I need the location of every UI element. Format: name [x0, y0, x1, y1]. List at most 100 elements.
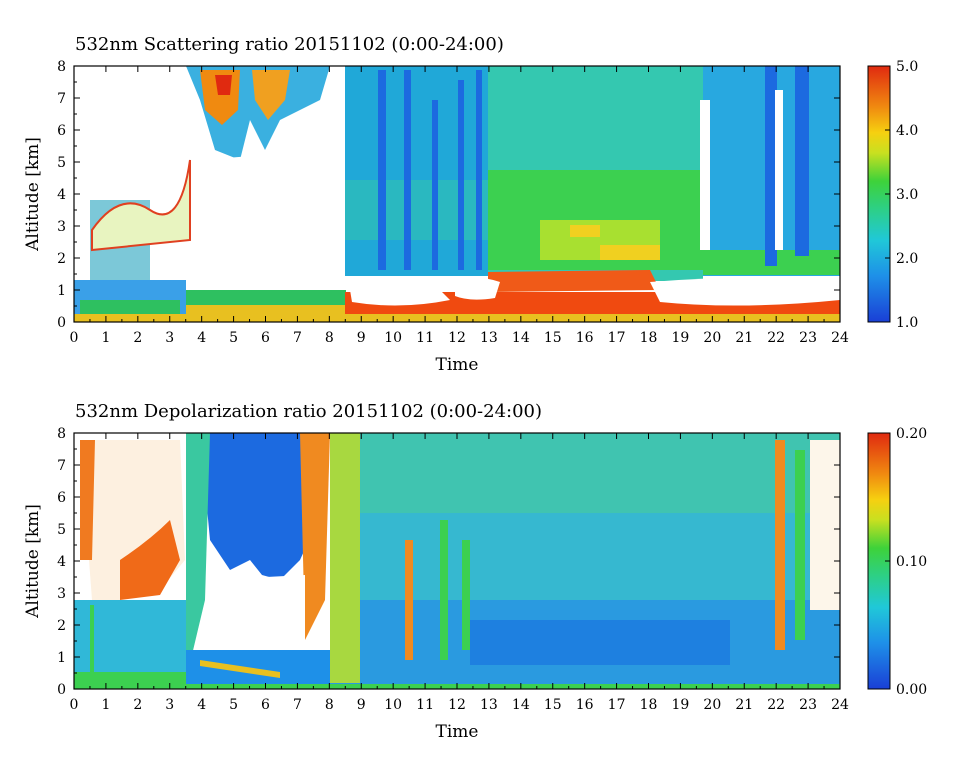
- y-tick-label: 4: [57, 554, 66, 570]
- heatmap-region: [200, 433, 320, 580]
- x-tick-label: 1: [101, 697, 110, 713]
- x-tick-label: 22: [767, 330, 785, 346]
- colorbar-tick-label: 2.0: [896, 251, 918, 267]
- scattering-title: 532nm Scattering ratio 20151102 (0:00-24…: [75, 34, 504, 55]
- scattering-x-axis: 0 1 2 3 4 5 6 7 8 9 10 11 12 13 14 15 16 17 18 19 20 21 22 23 24: [70, 66, 849, 346]
- x-tick-label: 5: [229, 330, 238, 346]
- x-tick-label: 10: [384, 697, 402, 713]
- x-tick-label: 24: [831, 330, 849, 346]
- heatmap-region: [91, 159, 191, 252]
- x-tick-label: 7: [293, 330, 302, 346]
- x-tick-label: 12: [448, 697, 466, 713]
- heatmap-region: [200, 660, 280, 678]
- colorbar-tick-label: 3.0: [896, 187, 918, 203]
- heatmap-region: [345, 66, 490, 276]
- colorbar-tick-label: 5.0: [896, 59, 918, 75]
- x-tick-label: 20: [703, 330, 721, 346]
- x-tick-label: 8: [325, 330, 334, 346]
- scattering-colorbar: 1.0 2.0 3.0 4.0 5.0: [867, 59, 918, 331]
- heatmap-gap: [650, 277, 840, 306]
- heatmap-region: [470, 620, 730, 665]
- heatmap-region: [300, 433, 330, 640]
- heatmap-gap: [210, 575, 305, 660]
- heatmap-gap: [810, 440, 840, 610]
- heatmap-gap: [700, 100, 710, 250]
- x-tick-label: 15: [544, 330, 562, 346]
- heatmap-region: [330, 433, 360, 683]
- heatmap-region: [404, 70, 411, 270]
- x-tick-label: 13: [480, 330, 498, 346]
- heatmap-region: [378, 70, 386, 270]
- x-tick-label: 2: [133, 697, 142, 713]
- heatmap-gap: [350, 285, 450, 306]
- y-tick-label: 3: [57, 219, 66, 235]
- heatmap-region: [570, 225, 600, 237]
- x-tick-label: 19: [672, 697, 690, 713]
- y-tick-label: 8: [57, 59, 66, 75]
- heatmap-region: [462, 540, 470, 650]
- heatmap-region: [215, 75, 232, 95]
- x-tick-label: 11: [416, 697, 434, 713]
- colorbar-ticks: 0.00 0.10 0.20: [885, 426, 927, 698]
- x-tick-label: 16: [576, 697, 594, 713]
- x-tick-label: 6: [261, 330, 270, 346]
- y-tick-label: 1: [57, 283, 66, 299]
- y-tick-label: 5: [57, 522, 66, 538]
- heatmap-gap: [200, 150, 335, 285]
- heatmap-region: [765, 66, 777, 266]
- depolarization-colorbar: 0.00 0.10 0.20: [867, 426, 927, 698]
- depolarization-x-axis: 0 1 2 3 4 5 6 7 8 9 10 11 12 13 14 15 16 17 18 19 20 21 22 23 24: [70, 433, 849, 713]
- x-tick-label: 8: [325, 697, 334, 713]
- depolarization-y-axis: 0 1 2 3 4 5 6 7 8: [57, 426, 840, 698]
- x-tick-label: 2: [133, 330, 142, 346]
- x-tick-label: 3: [165, 330, 174, 346]
- heatmap-region: [186, 305, 346, 315]
- y-tick-label: 0: [57, 682, 66, 698]
- depolarization-x-label: Time: [436, 722, 479, 742]
- x-tick-label: 11: [416, 330, 434, 346]
- scattering-y-label: Altitude [km]: [23, 137, 43, 252]
- x-tick-label: 14: [512, 330, 530, 346]
- heatmap-region: [795, 450, 805, 640]
- x-tick-label: 15: [544, 697, 562, 713]
- colorbar-tick-label: 0.20: [896, 426, 927, 442]
- x-tick-label: 18: [640, 697, 658, 713]
- x-tick-label: 23: [799, 330, 817, 346]
- y-tick-label: 3: [57, 586, 66, 602]
- x-tick-label: 12: [448, 330, 466, 346]
- x-tick-label: 1: [101, 330, 110, 346]
- y-tick-label: 6: [57, 123, 66, 139]
- x-tick-label: 0: [70, 330, 79, 346]
- heatmap-region: [432, 100, 438, 270]
- y-tick-label: 0: [57, 315, 66, 331]
- heatmap-region: [186, 650, 346, 689]
- heatmap-gap: [455, 277, 500, 300]
- heatmap-region: [90, 605, 94, 675]
- heatmap-region: [405, 540, 413, 660]
- colorbar-ticks: 1.0 2.0 3.0 4.0 5.0: [885, 59, 918, 331]
- y-tick-label: 8: [57, 426, 66, 442]
- heatmap-region: [80, 440, 95, 560]
- x-tick-label: 17: [608, 330, 626, 346]
- x-tick-label: 23: [799, 697, 817, 713]
- x-tick-label: 4: [197, 330, 206, 346]
- heatmap-region: [330, 433, 840, 513]
- heatmap-region: [120, 520, 180, 600]
- depolarization-heatmap: [73, 432, 841, 690]
- x-tick-label: 14: [512, 697, 530, 713]
- heatmap-gap: [775, 90, 783, 250]
- y-tick-label: 6: [57, 490, 66, 506]
- x-tick-label: 21: [735, 330, 753, 346]
- x-tick-label: 20: [703, 697, 721, 713]
- y-tick-label: 5: [57, 155, 66, 171]
- x-tick-label: 18: [640, 330, 658, 346]
- heatmap-region: [600, 245, 660, 260]
- x-tick-label: 16: [576, 330, 594, 346]
- heatmap-region: [775, 440, 785, 650]
- x-tick-label: 4: [197, 697, 206, 713]
- colorbar-tick-label: 1.0: [896, 315, 918, 331]
- scattering-panel: 532nm Scattering ratio 20151102 (0:00-24…: [23, 34, 918, 375]
- y-tick-label: 2: [57, 618, 66, 634]
